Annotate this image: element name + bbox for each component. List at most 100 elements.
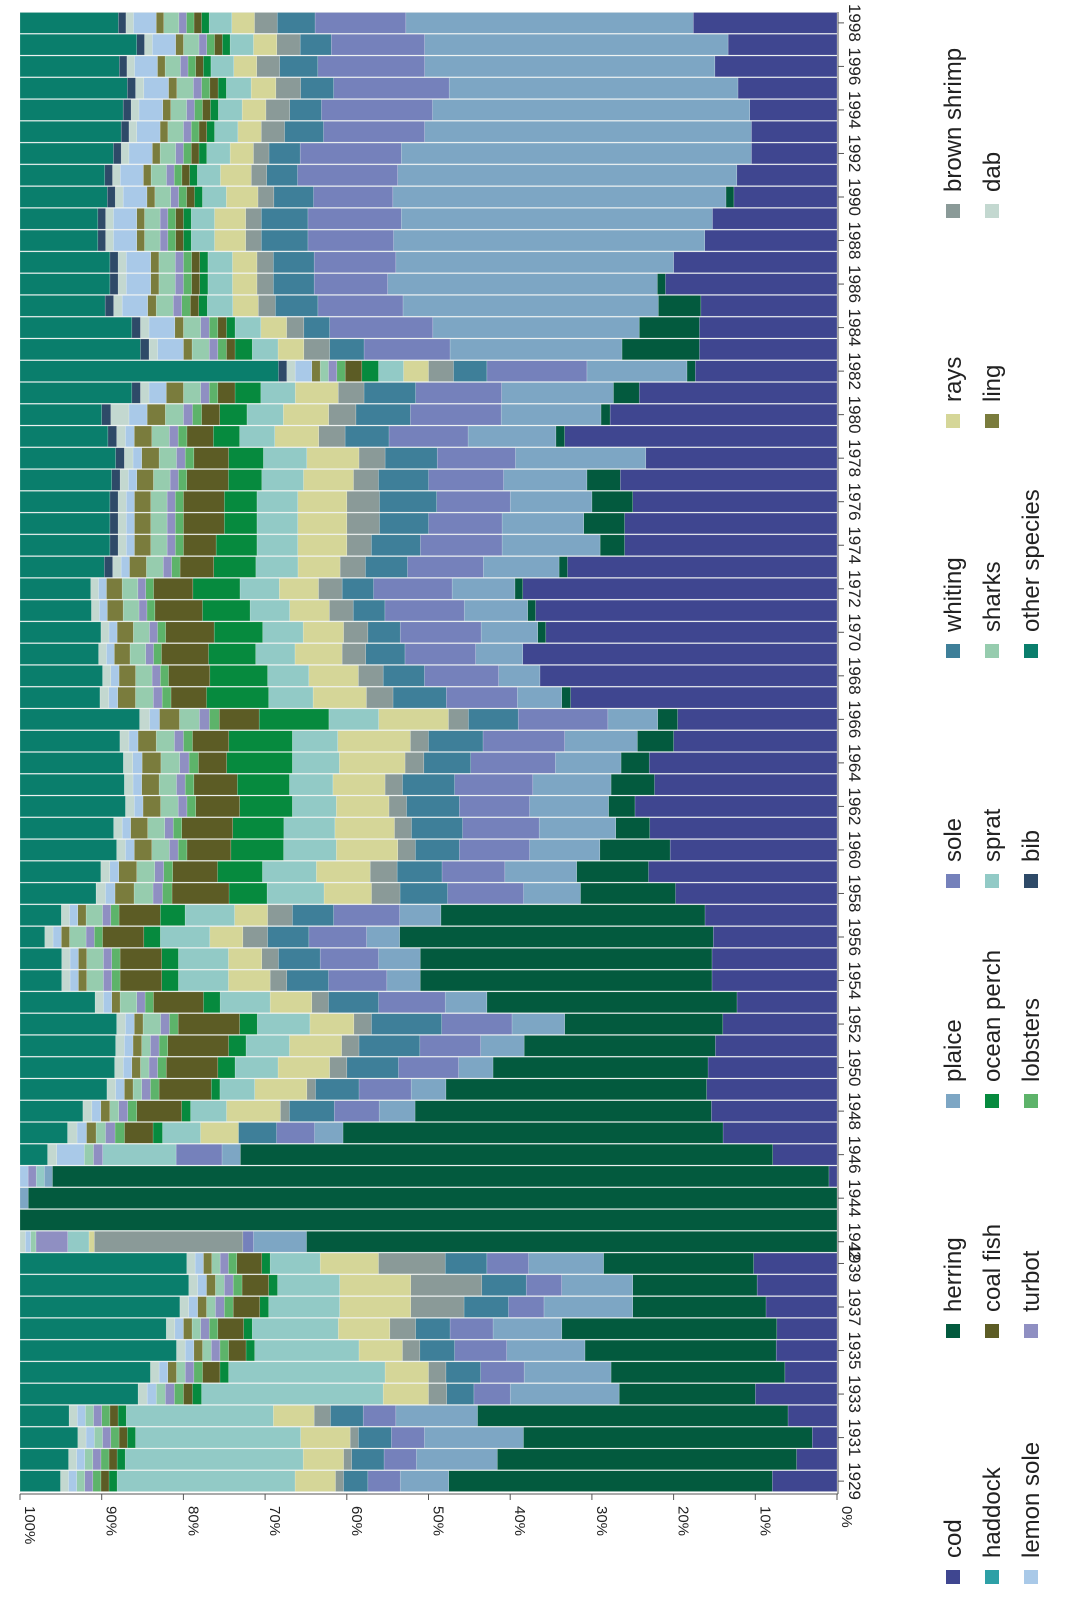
bar-segment (125, 512, 135, 535)
bar-segment (207, 273, 233, 295)
bar-segment (342, 1122, 724, 1144)
bar-segment (388, 795, 407, 818)
bar-segment (168, 665, 211, 687)
bar-segment (68, 1470, 77, 1492)
bar-segment (157, 55, 166, 78)
bar-segment (61, 926, 70, 948)
bar-segment (256, 55, 280, 78)
bar-segment (444, 991, 488, 1013)
bar-segment (141, 752, 162, 774)
value-tick-label: 50% (430, 1506, 447, 1536)
bar-segment (128, 469, 137, 491)
bar-segment (170, 186, 179, 208)
bar-segment (277, 1274, 340, 1296)
bar-segment (19, 360, 279, 382)
bar-segment (144, 208, 161, 230)
bar-segment (208, 338, 219, 360)
bar-segment (441, 861, 506, 883)
bar-segment (117, 534, 127, 556)
bar-segment (97, 208, 106, 230)
bar-segment (190, 142, 200, 165)
bar-segment (110, 404, 130, 426)
bar-segment (180, 55, 189, 78)
bar-segment (135, 77, 145, 99)
bar-segment (378, 469, 429, 491)
bar-segment (722, 1122, 838, 1144)
bar-segment (110, 665, 120, 687)
bar-segment (52, 926, 62, 948)
bar-segment (509, 491, 593, 513)
bar-segment (148, 338, 158, 360)
year-tick-label: 1980 (845, 396, 864, 434)
bar-segment (214, 208, 246, 230)
bar-segment (699, 338, 838, 360)
bar-segment (445, 1078, 707, 1100)
bar-segment (564, 1013, 724, 1035)
bar-segment (279, 55, 319, 78)
bar-segment (561, 1318, 778, 1340)
bar-segment (144, 34, 153, 56)
bar-segment (102, 665, 112, 687)
year-tick-label: 1950 (845, 1049, 864, 1087)
bar-segment (169, 425, 179, 448)
bar-segment (123, 752, 133, 774)
bar-segment (389, 1318, 416, 1340)
bar-segment (217, 316, 227, 339)
bar-segment (149, 708, 160, 730)
bar-segment (424, 121, 752, 143)
bar-segment (333, 1100, 380, 1122)
bar-segment (136, 861, 155, 883)
bar-segment (19, 55, 120, 78)
bar-segment (115, 1078, 125, 1100)
bar-segment (378, 991, 446, 1013)
bar-segment (704, 904, 838, 926)
bar-segment (366, 926, 400, 948)
bar-segment (186, 839, 232, 861)
legend-label: haddock (979, 1466, 1006, 1558)
bar-segment (118, 1426, 128, 1449)
bar-segment (164, 1383, 175, 1405)
bar-segment (751, 142, 838, 165)
bar-segment (406, 795, 460, 818)
bar-segment (289, 1035, 342, 1057)
bar-segment (166, 164, 175, 186)
bar-segment (292, 752, 340, 774)
bar-segment (161, 969, 179, 992)
bar-segment (432, 316, 640, 339)
bar-segment (254, 1078, 308, 1100)
bar-segment (173, 164, 183, 186)
bar-segment (237, 774, 290, 796)
bar-segment (591, 491, 634, 513)
bar-segment (56, 1144, 85, 1166)
bar-segment (137, 1383, 148, 1405)
bar-segment (68, 1448, 77, 1470)
bar-segment (119, 730, 130, 752)
bar-segment (27, 1165, 37, 1188)
bar-segment (125, 1013, 135, 1035)
bar-segment (620, 752, 650, 774)
bar-segment (19, 1013, 117, 1035)
bar-segment (673, 730, 838, 752)
bar-segment (378, 1252, 446, 1275)
bar-segment (139, 708, 150, 730)
bar-segment (428, 360, 454, 382)
bar-segment (567, 556, 838, 578)
bar-segment (387, 273, 658, 295)
bar-segment (449, 1318, 494, 1340)
bar-segment (178, 12, 187, 34)
bar-segment (454, 774, 534, 796)
year-tick-label: 1933 (845, 1375, 864, 1413)
bar-segment (160, 795, 179, 818)
bar-segment (353, 469, 379, 491)
bar-segment (162, 556, 172, 578)
bar-segment (215, 1274, 225, 1296)
bar-segment (256, 273, 274, 295)
bar-segment (202, 186, 227, 208)
bar-segment (232, 273, 258, 295)
bar-segment (125, 839, 135, 861)
legend-label: lobsters (1018, 998, 1045, 1082)
bar-segment (121, 578, 139, 600)
bar-segment (140, 316, 150, 339)
bar-segment (335, 1470, 344, 1492)
bar-segment (343, 621, 369, 643)
